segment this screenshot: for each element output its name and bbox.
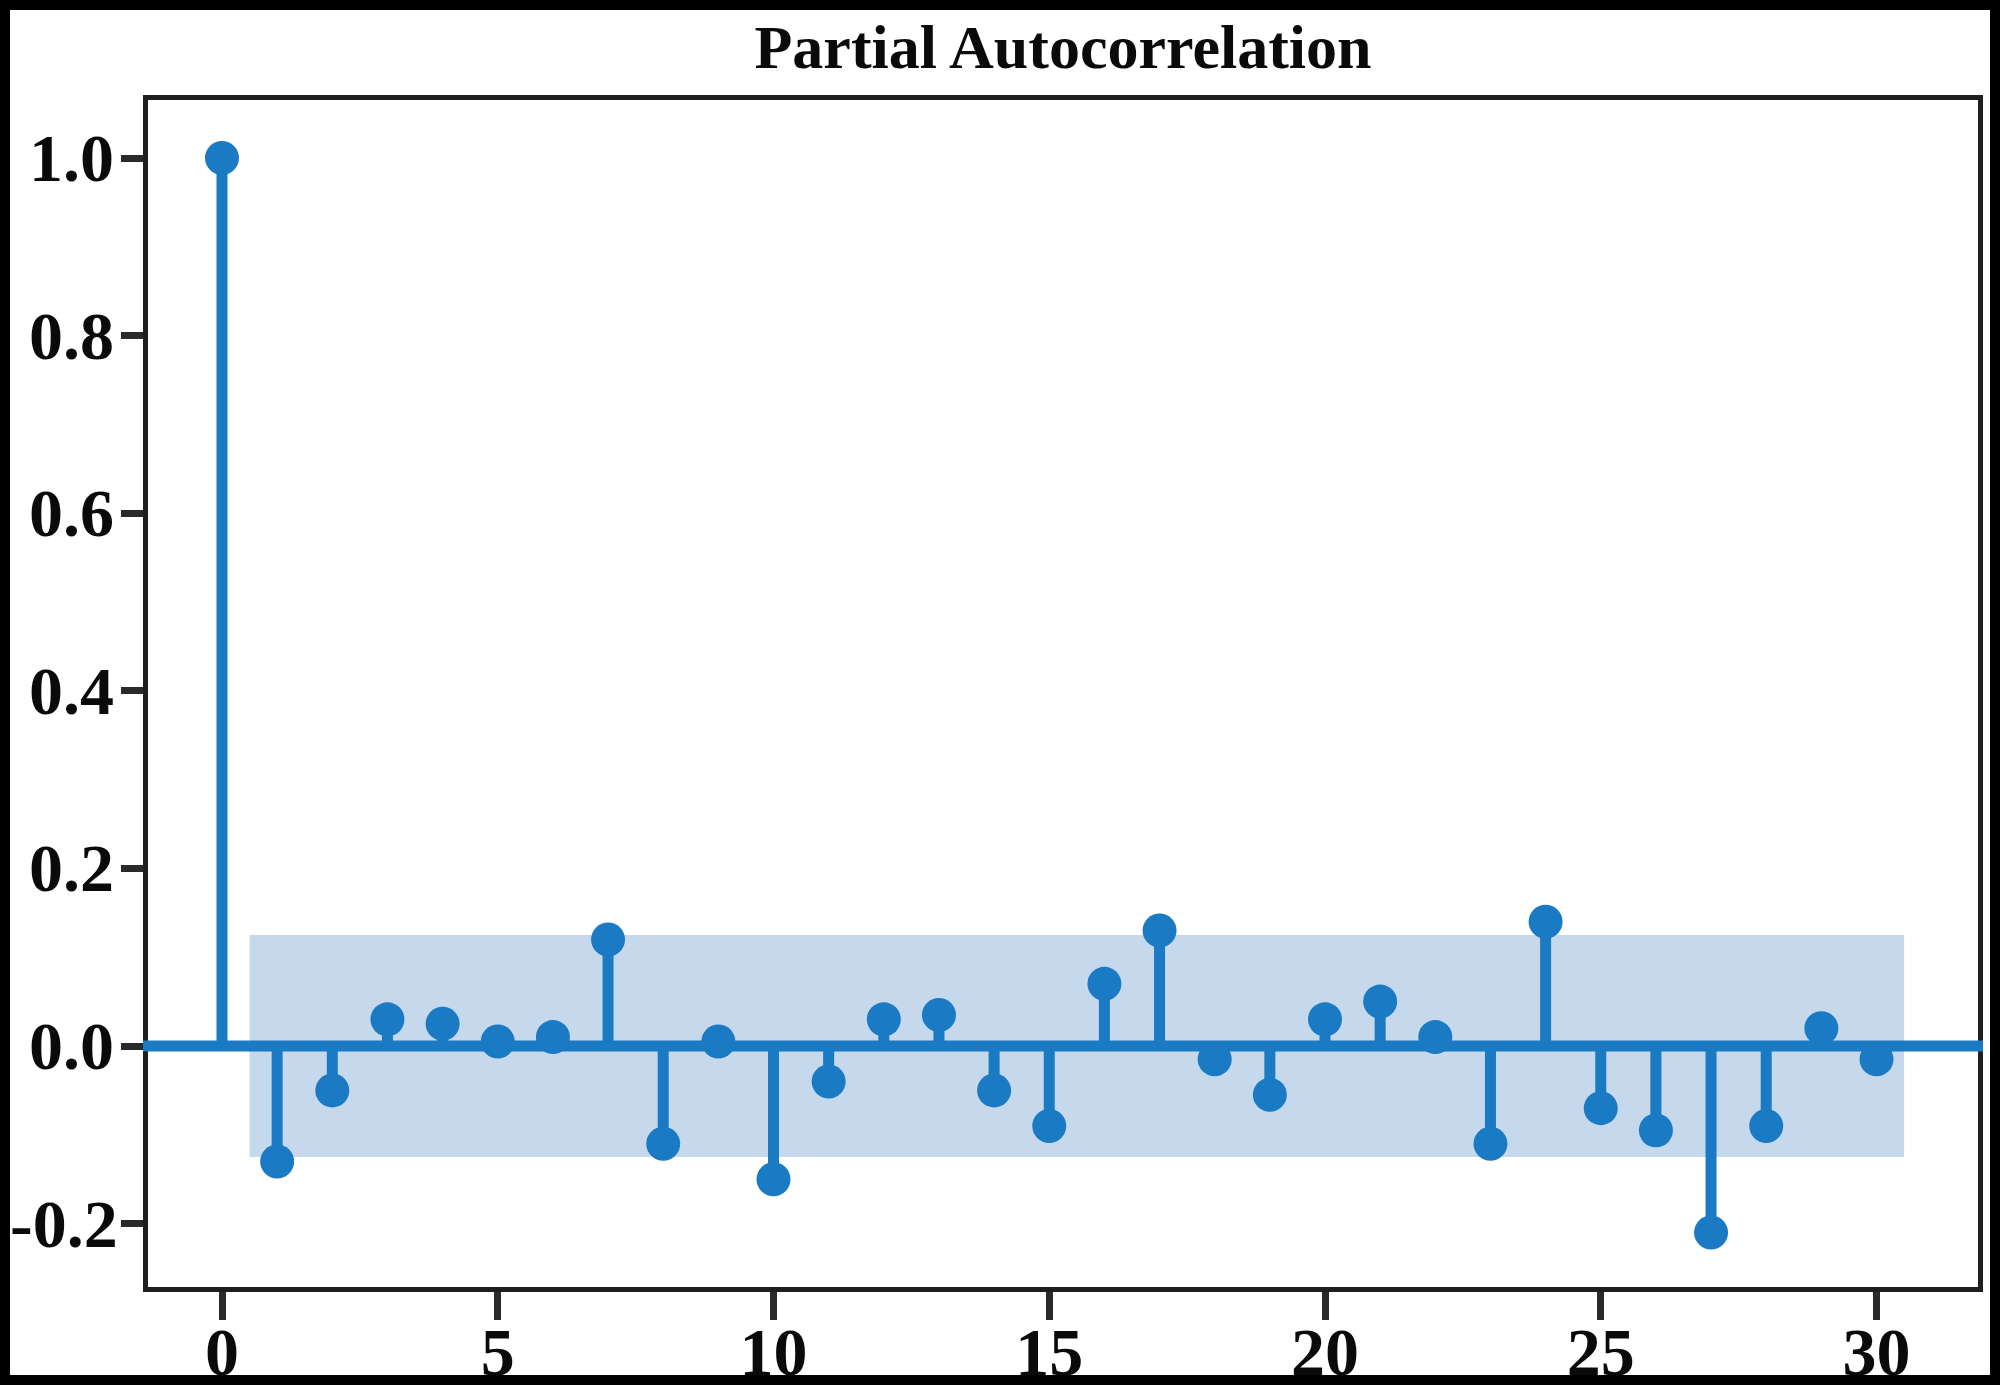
y-tick-mark [121, 1043, 143, 1050]
y-tick-mark [121, 510, 143, 517]
stem-marker-lag-30 [1860, 1042, 1894, 1076]
y-tick-mark [121, 865, 143, 872]
y-tick-mark [121, 687, 143, 694]
x-tick-label: 10 [674, 1322, 874, 1382]
y-tick-label: 1.0 [10, 123, 114, 193]
y-tick-label: 0.4 [10, 656, 114, 726]
chart-title: Partial Autocorrelation [143, 12, 1983, 83]
stem-marker-lag-11 [812, 1065, 846, 1099]
stem-marker-lag-9 [701, 1025, 735, 1059]
stem-marker-lag-2 [315, 1073, 349, 1107]
stem-marker-lag-17 [1143, 914, 1177, 948]
pacf-figure: Partial Autocorrelation 1.0 0.8 0.6 0.4 0.2 0… [0, 0, 2000, 1385]
stem-marker-lag-0 [205, 141, 239, 175]
x-tick-label: 25 [1501, 1322, 1701, 1382]
stem-marker-lag-18 [1198, 1042, 1232, 1076]
stem-marker-lag-15 [1032, 1109, 1066, 1143]
y-tick-label: 0.8 [10, 301, 114, 371]
x-tick-label: 0 [122, 1322, 322, 1382]
y-tick-mark [121, 332, 143, 339]
stem-marker-lag-14 [977, 1073, 1011, 1107]
stem-marker-lag-3 [370, 1002, 404, 1036]
stem-marker-lag-28 [1749, 1109, 1783, 1143]
stem-marker-lag-24 [1529, 905, 1563, 939]
y-tick-label: 0.2 [10, 833, 114, 903]
x-tick-label: 5 [398, 1322, 598, 1382]
stem-marker-lag-23 [1473, 1127, 1507, 1161]
stem-marker-lag-22 [1418, 1020, 1452, 1054]
stem-marker-lag-26 [1639, 1113, 1673, 1147]
x-tick-label: 20 [1225, 1322, 1425, 1382]
stem-marker-lag-16 [1087, 967, 1121, 1001]
x-tick-label: 30 [1777, 1322, 1977, 1382]
stem-marker-lag-25 [1584, 1091, 1618, 1125]
stem-marker-lag-4 [426, 1007, 460, 1041]
stem-marker-lag-10 [757, 1162, 791, 1196]
stem-marker-lag-5 [481, 1025, 515, 1059]
stem-marker-lag-12 [867, 1002, 901, 1036]
stem-marker-lag-6 [536, 1020, 570, 1054]
stem-marker-lag-19 [1253, 1078, 1287, 1112]
y-tick-mark [121, 155, 143, 162]
y-tick-mark [121, 1220, 143, 1227]
y-tick-label: 0.0 [10, 1011, 114, 1081]
y-tick-label: 0.6 [10, 478, 114, 548]
stem-marker-lag-7 [591, 922, 625, 956]
stem-marker-lag-8 [646, 1127, 680, 1161]
stem-marker-lag-29 [1804, 1011, 1838, 1045]
y-tick-label: -0.2 [10, 1189, 114, 1259]
stem-marker-lag-1 [260, 1144, 294, 1178]
stem-marker-lag-20 [1308, 1002, 1342, 1036]
x-tick-label: 15 [949, 1322, 1149, 1382]
pacf-plot [143, 95, 1983, 1292]
stem-marker-lag-21 [1363, 985, 1397, 1019]
stem-marker-lag-13 [922, 998, 956, 1032]
stem-marker-lag-27 [1694, 1215, 1728, 1249]
